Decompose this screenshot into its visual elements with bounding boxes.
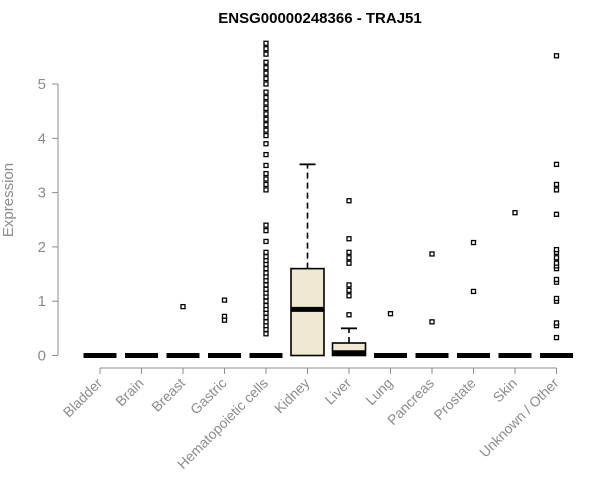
box-5 <box>290 267 325 357</box>
x-tick-label-7: Lung <box>362 375 395 408</box>
outlier-11-13 <box>553 211 560 217</box>
x-tick-label-6: Liver <box>321 375 354 408</box>
outlier-6-0 <box>346 312 352 318</box>
outlier-9-1 <box>470 239 477 246</box>
outlier-2-0 <box>180 303 186 310</box>
outlier-4-39 <box>263 89 269 95</box>
outlier-4-44 <box>263 59 269 65</box>
outlier-6-7 <box>346 236 352 242</box>
outlier-3-2 <box>221 317 228 323</box>
outlier-4-46 <box>263 46 269 52</box>
outlier-4-32 <box>263 127 269 133</box>
outlier-11-2 <box>553 320 560 326</box>
outlier-4-35 <box>263 111 269 117</box>
outlier-11-4 <box>553 295 560 302</box>
outlier-8-1 <box>429 251 435 257</box>
outlier-4-8 <box>263 298 269 304</box>
outlier-4-20 <box>263 249 269 255</box>
outlier-7-0 <box>387 311 394 317</box>
outlier-4-40 <box>263 81 269 87</box>
outlier-4-38 <box>263 94 269 101</box>
outlier-11-15 <box>553 181 560 188</box>
y-axis-label: Expression <box>0 163 17 237</box>
outlier-4-7 <box>263 302 269 309</box>
y-tick-label-4: 4 <box>38 130 46 147</box>
outlier-4-12 <box>263 282 269 288</box>
outlier-4-22 <box>263 227 269 234</box>
x-tick-label-2: Breast <box>148 375 188 415</box>
y-tick-label-5: 5 <box>38 76 46 93</box>
outlier-11-14 <box>553 187 560 193</box>
outlier-4-43 <box>263 65 269 71</box>
outlier-6-5 <box>346 255 352 261</box>
outlier-4-19 <box>263 254 269 260</box>
outlier-4-4 <box>263 314 269 321</box>
outlier-4-28 <box>263 162 269 169</box>
outlier-11-12 <box>553 246 560 253</box>
outlier-4-41 <box>263 75 269 82</box>
outlier-11-10 <box>553 255 560 261</box>
x-tick-label-10: Skin <box>490 375 521 406</box>
outlier-4-37 <box>263 100 269 106</box>
outlier-6-3 <box>346 282 352 288</box>
outlier-10-0 <box>512 210 518 216</box>
outlier-4-26 <box>263 176 269 182</box>
chart-title: ENSG00000248366 - TRAJ51 <box>218 10 421 27</box>
outlier-4-36 <box>263 105 269 112</box>
x-tick-label-5: Kidney <box>271 375 313 417</box>
outlier-6-4 <box>346 260 352 266</box>
outlier-11-9 <box>553 260 560 266</box>
outlier-4-24 <box>263 187 269 193</box>
outlier-4-0 <box>263 331 269 337</box>
outlier-6-8 <box>346 198 352 204</box>
y-tick-label-1: 1 <box>38 293 46 310</box>
x-tick-label-11: Unknown / Other <box>476 375 562 461</box>
outlier-4-42 <box>263 70 269 76</box>
outlier-4-16 <box>263 265 269 272</box>
outlier-6-1 <box>346 293 352 299</box>
outlier-4-34 <box>263 116 269 122</box>
x-tick-label-0: Bladder <box>60 375 106 421</box>
y-tick-label-0: 0 <box>38 348 46 365</box>
outlier-4-25 <box>263 181 269 188</box>
outlier-4-11 <box>263 286 269 292</box>
outlier-4-31 <box>263 132 269 139</box>
outlier-4-30 <box>263 141 269 147</box>
outlier-6-2 <box>346 287 352 293</box>
outlier-11-17 <box>553 53 560 59</box>
outlier-11-0 <box>553 334 560 341</box>
y-tick-label-2: 2 <box>38 239 46 256</box>
outlier-4-33 <box>263 122 269 128</box>
x-tick-label-9: Prostate <box>430 375 478 423</box>
outlier-9-0 <box>470 288 477 295</box>
outlier-8-0 <box>429 319 435 325</box>
outlier-4-29 <box>263 151 269 158</box>
outlier-4-23 <box>263 222 269 228</box>
outlier-4-45 <box>263 51 269 57</box>
outlier-3-0 <box>221 297 228 303</box>
y-tick-label-3: 3 <box>38 185 46 202</box>
outlier-6-6 <box>346 249 352 255</box>
outlier-4-27 <box>263 170 269 177</box>
outlier-4-21 <box>263 238 269 245</box>
outlier-11-16 <box>553 161 560 168</box>
outlier-4-3 <box>263 319 269 325</box>
outlier-11-6 <box>553 276 560 283</box>
x-tick-label-1: Brain <box>112 375 146 409</box>
outlier-4-47 <box>263 40 269 46</box>
outlier-4-15 <box>263 270 269 276</box>
